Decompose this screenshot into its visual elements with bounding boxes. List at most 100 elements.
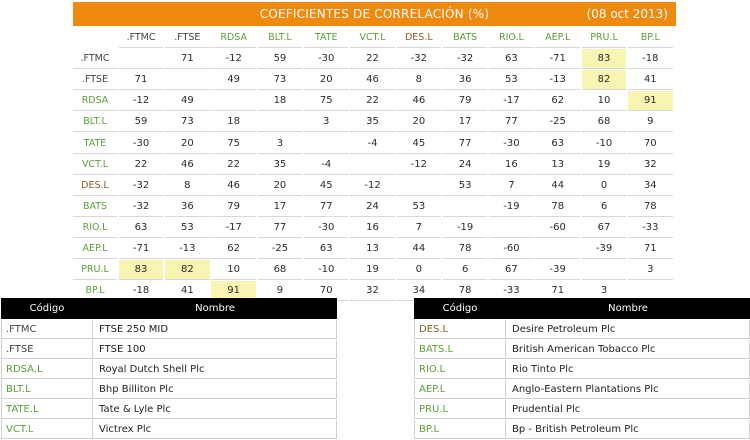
correlation-cell: 67 [581,217,627,238]
matrix-body: .FTMC 71 -12 59 -30 22 -32 -32 63 -71 83 -18 .FTSE 71… [73,49,676,302]
correlation-cell: -30 [489,133,534,154]
correlation-cell: 62 [211,238,256,260]
matrix-row: .FTMC 71 -12 59 -30 22 -32 -32 63 -71 83 -18 [73,49,676,70]
correlation-cell [489,217,534,238]
correlation-cell: 79 [211,196,256,217]
legend-row: DES.L Desire Petroleum Plc [414,319,750,339]
legend-header-name: Nombre [608,303,648,314]
row-header: TATE [73,133,117,154]
correlation-cell: 3 [303,112,349,133]
correlation-cell: 13 [350,238,395,260]
correlation-cell: -4 [350,133,395,154]
correlation-cell: 78 [442,238,488,260]
correlation-cell: -12 [396,154,442,175]
correlation-cell [581,260,627,281]
correlation-cell: 78 [535,196,580,217]
correlation-cell: 53 [489,70,534,91]
legend-row: AEP.L Anglo-Eastern Plantations Plc [414,379,750,399]
correlation-cell: -13 [535,70,580,91]
correlation-cell: -33 [628,217,673,238]
correlation-cell: 7 [489,175,534,196]
legend-table-left: Código Nombre .FTMC FTSE 250 MID .FTSE FTSE… [1,298,337,439]
legend-header-code: Código [29,303,65,314]
correlation-cell: -60 [489,238,534,260]
column-header: RDSA [211,28,256,49]
correlation-cell: 17 [442,112,488,133]
correlation-cell: 75 [211,133,256,154]
correlation-cell: -12 [211,49,256,70]
row-header: .FTSE [73,70,117,91]
legend-code: RDSA.L [1,360,93,379]
row-header: BATS [73,196,117,217]
correlation-cell: 77 [489,112,534,133]
correlation-cell: 6 [581,196,627,217]
legend-row: BATS.L British American Tobacco Plc [414,339,750,359]
correlation-cell: 46 [396,91,442,112]
legend-name: Rio Tinto Plc [506,360,750,379]
correlation-cell: 73 [257,70,303,91]
column-header: BATS [442,28,488,49]
correlation-cell: 35 [350,112,395,133]
correlation-cell: 24 [442,154,488,175]
correlation-cell: 59 [257,49,303,70]
matrix-row: RIO.L 63 53 -17 77 -30 16 7 -19 -60 67 -33 [73,217,676,238]
correlation-cell: 6 [442,260,488,281]
legend-body-left: .FTMC FTSE 250 MID .FTSE FTSE 100 RDSA.L Roya… [1,319,337,439]
correlation-cell: -32 [118,196,164,217]
correlation-cell: 83 [118,260,164,281]
correlation-cell [165,70,210,91]
correlation-cell: 63 [535,133,580,154]
correlation-cell: 44 [396,238,442,260]
legend-row: BP.L Bp - British Petroleum Plc [414,419,750,439]
correlation-cell: 20 [257,175,303,196]
legend-header: Código Nombre [1,298,337,319]
correlation-cell: 62 [535,91,580,112]
matrix-row: BATS -32 36 79 17 77 24 53 -19 78 6 78 [73,196,676,217]
row-header: DES.L [73,175,117,196]
correlation-cell: 59 [118,112,164,133]
matrix-row: RDSA -12 49 18 75 22 46 79 -17 62 10 91 [73,91,676,112]
row-header: RIO.L [73,217,117,238]
legend-code: BATS.L [414,340,506,359]
correlation-cell: 79 [442,91,488,112]
correlation-cell: 10 [581,91,627,112]
legend-code: AEP.L [414,380,506,399]
column-header: VCT.L [350,28,395,49]
correlation-cell: 45 [303,175,349,196]
column-header: DES.L [396,28,442,49]
correlation-cell: -25 [257,238,303,260]
matrix-row: DES.L -32 8 46 20 45 -12 53 7 44 0 34 [73,175,676,196]
legend-code: PRU.L [414,400,506,419]
legend-name: British American Tobacco Plc [506,340,750,359]
row-header: PRU.L [73,260,117,281]
correlation-cell: -18 [628,49,673,70]
correlation-cell: 49 [165,91,210,112]
correlation-cell: 17 [257,196,303,217]
correlation-cell [211,91,256,112]
correlation-cell: 63 [303,238,349,260]
correlation-cell: 16 [489,154,534,175]
legend-name: Victrex Plc [93,420,337,439]
legend-row: PRU.L Prudential Plc [414,399,750,419]
correlation-cell: -25 [535,112,580,133]
row-header: AEP.L [73,238,117,260]
correlation-cell: 68 [257,260,303,281]
legend-row: TATE.L Tate & Lyle Plc [1,399,337,419]
correlation-cell: -4 [303,154,349,175]
column-header: TATE [303,28,349,49]
correlation-cell: -39 [535,260,580,281]
row-header: BLT.L [73,112,117,133]
correlation-cell: 22 [118,154,164,175]
row-header: VCT.L [73,154,117,175]
correlation-cell: -10 [303,260,349,281]
correlation-cell: 71 [165,49,210,70]
matrix-row: AEP.L -71 -13 62 -25 63 13 44 78 -60 -39 71 [73,238,676,260]
column-header: BLT.L [257,28,303,49]
correlation-cell: -30 [303,49,349,70]
correlation-cell: -71 [535,49,580,70]
legend-row: VCT.L Victrex Plc [1,419,337,439]
correlation-cell: 36 [442,70,488,91]
correlation-cell: 46 [165,154,210,175]
correlation-cell: 16 [350,217,395,238]
correlation-cell: -10 [581,133,627,154]
